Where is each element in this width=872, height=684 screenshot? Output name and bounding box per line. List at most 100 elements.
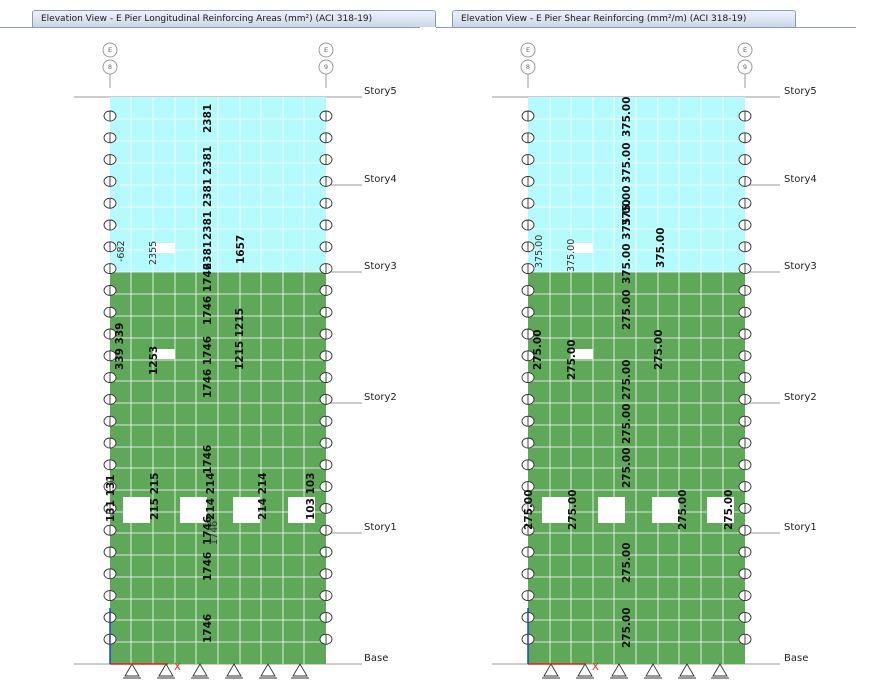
left-elevation-canvas[interactable]: E 8 E 9 Story5 Story4 Story3 Story2 Stor… (0, 0, 420, 684)
right-elevation-canvas[interactable]: E 8 E 9 Story5 Story4 Story3 Story2 Stor… (436, 0, 856, 684)
svg-text:9: 9 (324, 63, 328, 71)
value-label: 375.00 (621, 96, 633, 137)
story1-label: Story1 (364, 522, 397, 533)
value-label: 1253 (148, 346, 160, 375)
base-label: Base (364, 653, 388, 664)
value-label: 214 214 (205, 473, 217, 521)
value-label: 1746 (202, 614, 214, 643)
tab-underline (436, 27, 856, 28)
right-window-title-tab[interactable]: Elevation View - E Pier Shear Reinforcin… (452, 10, 796, 27)
value-label: 215 215 (149, 473, 161, 521)
value-label: 375.00 (655, 227, 667, 268)
pin-support-icon (123, 663, 141, 679)
pin-support-icon (610, 663, 628, 679)
left-elevation-window[interactable]: Elevation View - E Pier Longitudinal Rei… (0, 0, 436, 684)
pin-support-icon (291, 663, 309, 679)
svg-text:E: E (108, 46, 112, 54)
svg-text:E: E (324, 46, 328, 54)
value-label: 275.00 (621, 359, 633, 400)
x-axis-label: X (592, 662, 599, 673)
right-elevation-window[interactable]: Elevation View - E Pier Shear Reinforcin… (436, 0, 856, 684)
svg-text:E: E (526, 46, 530, 54)
value-label: 275.00 (723, 489, 735, 530)
value-label: 275.00 (677, 489, 689, 530)
value-label: 275.00 (621, 542, 633, 583)
value-label: 275.00 (523, 489, 535, 530)
pin-support-icon (542, 663, 560, 679)
pin-support-icon (576, 663, 594, 679)
story2-label: Story2 (364, 392, 397, 403)
value-label: 2381 (202, 241, 214, 270)
value-label: 275.00 (532, 329, 544, 370)
value-label: 275.00 (621, 607, 633, 648)
value-label: 1746 (202, 445, 214, 474)
value-label: 103 103 (305, 473, 317, 521)
mesh-grid (528, 97, 745, 664)
svg-text:E: E (743, 46, 747, 54)
value-label: 375.00 (621, 185, 633, 226)
wall-openings (542, 243, 734, 523)
grid-bubble-icon (318, 42, 334, 58)
pin-support-icon (191, 663, 209, 679)
value-label: 2381 (202, 146, 214, 175)
value-label: 375.00 (534, 235, 545, 268)
value-label: 214 214 (257, 473, 269, 521)
value-label: 375.00 (621, 142, 633, 183)
value-label: 1746 (202, 516, 214, 545)
reinforcing-values: 2381 2381 2381 2381 2381 1746 1746 1746 … (105, 104, 317, 643)
value-label: 1746 (202, 552, 214, 581)
mesh-grid (110, 97, 326, 664)
story2-label: Story2 (784, 392, 817, 403)
grid-bubbles: E 8 E 9 (520, 42, 753, 88)
pin-support-icon (157, 663, 175, 679)
value-label: 2381 (202, 104, 214, 133)
value-label: -682 (116, 240, 127, 262)
value-label: 275.00 (567, 489, 579, 530)
value-label: 275.00 (653, 329, 665, 370)
supports (123, 663, 309, 679)
value-label: 131 131 (105, 475, 117, 523)
value-label: 1746 1746 (202, 263, 214, 325)
story5-label: Story5 (784, 86, 817, 97)
pin-support-icon (678, 663, 696, 679)
svg-text:8: 8 (526, 63, 530, 71)
shear-values: 375.00 375.00 375.00 375.00 375.00 275.0… (523, 96, 735, 648)
svg-text:8: 8 (108, 63, 112, 71)
supports (542, 663, 729, 679)
tab-underline (0, 27, 420, 28)
value-label: 2355 (148, 241, 159, 265)
grid-bubble-icon (737, 42, 753, 58)
value-label: 275.00 (621, 447, 633, 488)
value-label: 1657 (235, 235, 247, 264)
value-label: 1215 1215 (234, 308, 246, 370)
grid-bubbles: E 8 E 9 (102, 42, 334, 88)
story1-label: Story1 (784, 522, 817, 533)
left-window-title-tab[interactable]: Elevation View - E Pier Longitudinal Rei… (32, 10, 436, 27)
value-label: 1746 1746 (202, 336, 214, 398)
wall-openings (123, 243, 315, 523)
value-label: 375.00 375.00 (621, 199, 633, 284)
value-label: 339 339 (114, 323, 126, 371)
story3-label: Story3 (784, 261, 817, 272)
svg-text:9: 9 (743, 63, 747, 71)
base-label: Base (784, 653, 808, 664)
grid-bubble-icon (102, 42, 118, 58)
pin-support-icon (644, 663, 662, 679)
story3-label: Story3 (364, 261, 397, 272)
pin-support-icon (259, 663, 277, 679)
pin-support-icon (711, 663, 729, 679)
x-axis-label: X (174, 662, 181, 673)
value-label: 275.00 (566, 339, 578, 380)
value-label: 275.00 (621, 289, 633, 330)
story4-label: Story4 (784, 174, 817, 185)
pin-support-icon (225, 663, 243, 679)
story4-label: Story4 (364, 174, 397, 185)
pier-labels (103, 110, 333, 645)
upper-wall-region[interactable] (528, 97, 745, 272)
story5-label: Story5 (364, 86, 397, 97)
value-label: 275.00 (621, 403, 633, 444)
value-label: 2381 2381 (202, 178, 214, 240)
grid-bubble-icon (520, 42, 536, 58)
value-label: 1746 (209, 521, 220, 545)
value-label: 375.00 (566, 239, 577, 272)
